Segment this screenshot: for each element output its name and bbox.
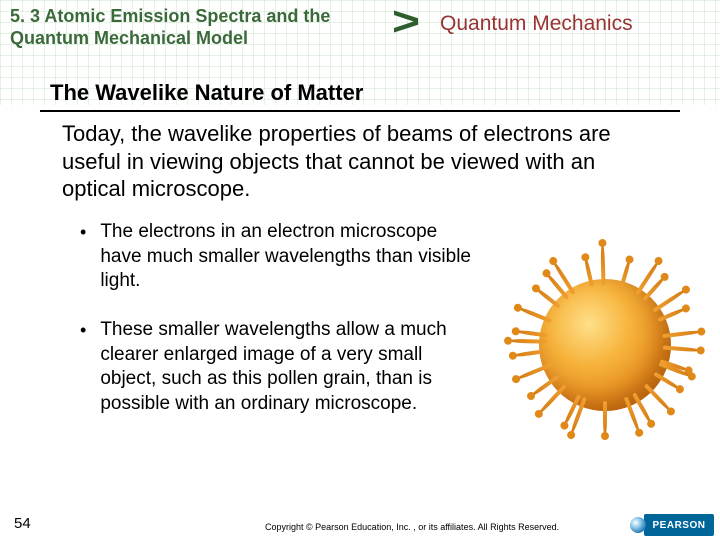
horizontal-rule xyxy=(40,110,680,112)
pollen-spike xyxy=(508,339,547,344)
list-item: • The electrons in an electron microscop… xyxy=(80,220,480,294)
copyright-text: Copyright © Pearson Education, Inc. , or… xyxy=(265,522,559,532)
chevron-icon: > xyxy=(392,2,420,43)
lead-paragraph: Today, the wavelike properties of beams … xyxy=(62,120,662,203)
bullet-list: • The electrons in an electron microscop… xyxy=(80,220,480,441)
page-number: 54 xyxy=(14,515,31,532)
bullet-marker-icon: • xyxy=(80,320,86,417)
pollen-spike xyxy=(600,243,605,285)
pollen-spike xyxy=(535,287,561,309)
chapter-title: 5. 3 Atomic Emission Spectra and the Qua… xyxy=(10,6,390,49)
bullet-text: The electrons in an electron microscope … xyxy=(100,220,480,294)
list-item: • These smaller wavelengths allow a much… xyxy=(80,318,480,417)
subheading: The Wavelike Nature of Matter xyxy=(50,80,363,106)
pollen-grain-image xyxy=(505,245,705,445)
bullet-text: These smaller wavelengths allow a much c… xyxy=(100,318,480,417)
pollen-spike xyxy=(644,383,672,412)
bullet-marker-icon: • xyxy=(80,222,86,294)
pollen-spike xyxy=(603,401,607,436)
section-name: Quantum Mechanics xyxy=(440,12,633,36)
pearson-logo: PEARSON xyxy=(644,514,714,536)
slide: 5. 3 Atomic Emission Spectra and the Qua… xyxy=(0,0,720,540)
pollen-spike xyxy=(635,260,660,295)
